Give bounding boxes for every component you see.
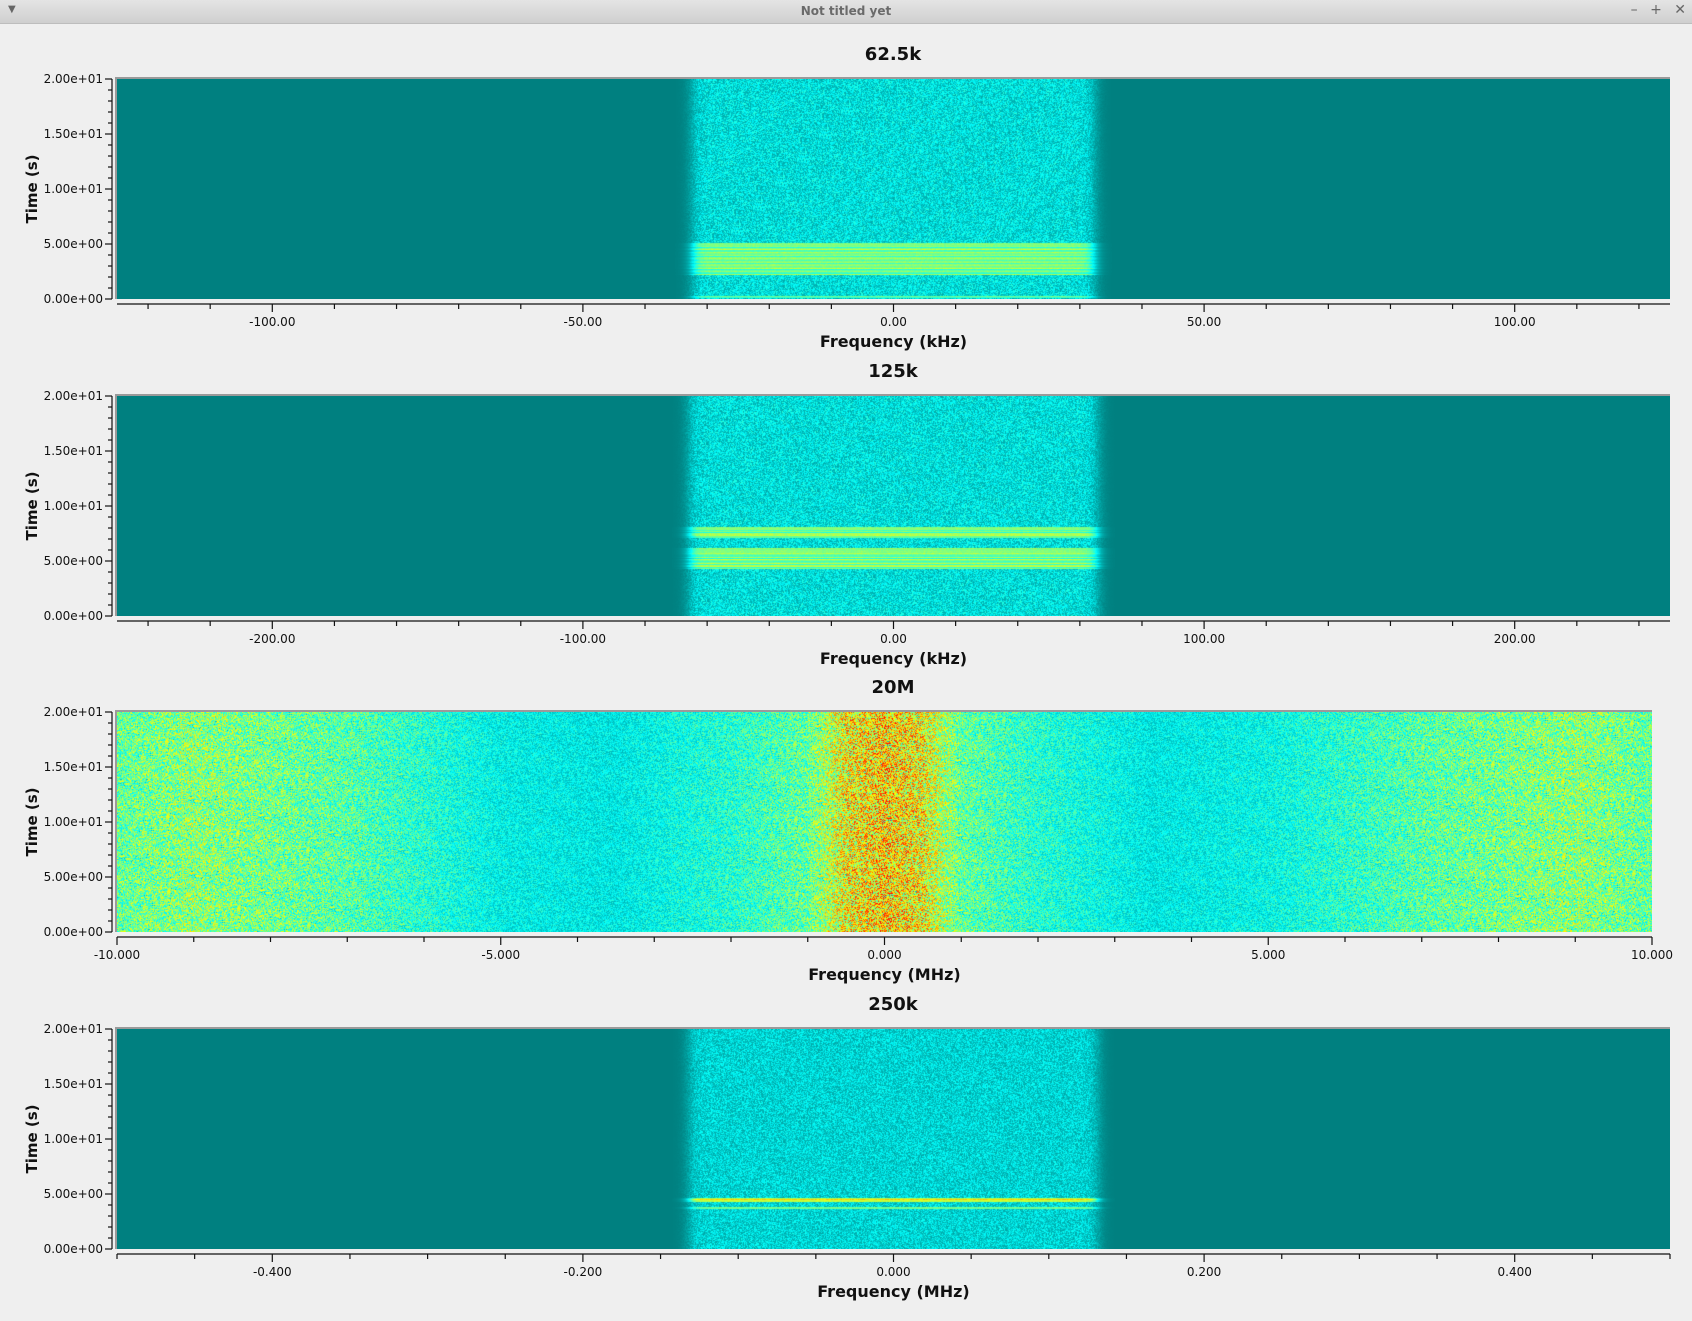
axes [105,394,1670,629]
x-tick-label: -0.200 [563,1264,603,1279]
x-tick-label: 100.00 [1493,315,1536,329]
spectrogram-canvas[interactable] [117,1028,1670,1249]
y-tick-label: 2.00e+01 [43,705,103,719]
plot-frame-left [115,393,117,616]
x-tick-label: -5.000 [481,948,521,962]
x-tick-label: 0.400 [1497,1264,1532,1279]
x-tick-label: -100.00 [249,315,296,329]
minimize-icon[interactable]: – [1630,2,1638,18]
maximize-icon[interactable]: + [1650,2,1662,18]
x-tick-label: -0.400 [252,1264,292,1279]
y-tick-label: 1.00e+01 [43,1131,103,1146]
y-tick-label: 5.00e+00 [43,553,103,568]
plot-frame-top [115,77,1670,79]
plot-frame-top [115,710,1652,712]
spectrogram-panel-2: 125k Time (s) Frequency (kHz) 0.00e+00 5.0… [0,317,1692,668]
x-tick-label: 10.000 [1631,948,1673,962]
window-title: Not titled yet [800,4,892,18]
y-tick-label: 1.50e+01 [43,443,103,458]
y-tick-label: 2.00e+01 [43,1021,103,1036]
y-tick-label: 2.00e+01 [43,72,103,86]
plot-frame-top [115,1026,1670,1029]
plot-frame-top [115,393,1670,396]
y-tick-label: 0.00e+00 [43,1241,103,1256]
plot-frame-left [115,77,117,299]
x-axis-label: Frequency (kHz) [819,332,968,351]
window-menu-icon[interactable]: ▼ [8,4,16,15]
y-axis-label: Time (s) [23,1103,41,1174]
x-tick-label: 0.00 [880,315,907,329]
x-tick-label: 0.00 [880,631,907,646]
axes [105,78,1670,312]
y-tick-label: 2.00e+01 [43,388,103,403]
y-tick-label: 1.00e+01 [43,815,103,829]
y-axis-label: Time (s) [23,787,41,857]
x-tick-label: -200.00 [249,631,296,646]
y-axis-label: Time (s) [23,154,41,224]
y-tick-label: 0.00e+00 [43,925,103,939]
x-tick-label: 0.200 [1186,1264,1222,1279]
y-tick-label: 1.50e+01 [43,1076,103,1091]
close-icon[interactable]: ✕ [1674,2,1686,18]
spectrogram-panel-4: 250k Time (s) Frequency (MHz) 0.00e+00 5.0… [0,950,1692,1301]
y-axis-label: Time (s) [23,470,41,541]
y-tick-label: 1.00e+01 [43,498,103,513]
y-tick-label: 1.00e+01 [43,182,103,196]
x-axis-label: Frequency (MHz) [817,1281,970,1301]
y-tick-label: 0.00e+00 [43,608,103,623]
plot-frame-left [115,710,117,932]
y-tick-label: 5.00e+00 [43,870,103,884]
x-tick-label: 100.00 [1183,631,1226,646]
x-tick-label: 0.000 [876,1264,911,1279]
plot-title: 20M [871,677,915,698]
x-tick-label: 50.00 [1186,315,1222,329]
y-tick-label: 5.00e+00 [43,1186,103,1201]
y-tick-label: 1.50e+01 [43,127,103,141]
x-tick-label: -10.000 [93,948,141,962]
x-tick-label: -50.00 [563,315,603,329]
axes [105,711,1653,945]
spectrogram-panel-1: 62.5k Time (s) Frequency (kHz) 0.00e+00 5.… [0,0,1692,351]
y-tick-label: 5.00e+00 [43,237,103,251]
x-tick-label: 0.000 [867,948,902,962]
plot-title: 250k [868,993,918,1015]
x-axis-label: Frequency (kHz) [819,648,968,668]
window-titlebar: ▼ Not titled yet – + ✕ [0,0,1692,24]
y-tick-label: 0.00e+00 [43,292,103,306]
y-tick-label: 1.50e+01 [43,760,103,774]
plot-title: 125k [868,360,918,382]
x-tick-label: 5.000 [1251,948,1286,962]
plot-title: 62.5k [864,44,922,65]
spectrogram-canvas[interactable] [117,712,1652,932]
spectrogram-panel-3: 20M Time (s) Frequency (MHz) 0.00e+00 5.00… [0,633,1692,984]
x-axis-label: Frequency (MHz) [808,965,961,984]
spectrogram-canvas[interactable] [117,79,1670,299]
x-tick-label: -100.00 [559,631,607,646]
spectrogram-canvas[interactable] [117,395,1670,616]
plot-frame-left [115,1026,117,1249]
x-tick-label: 200.00 [1493,631,1536,646]
axes [105,1027,1671,1262]
